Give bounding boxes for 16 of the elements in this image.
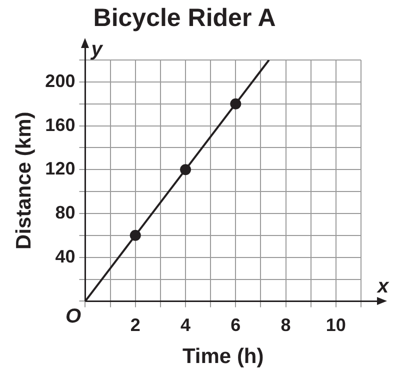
y-tick-label: 160 [45, 114, 76, 135]
annotation: y [90, 38, 104, 61]
x-axis-title: Time (h) [182, 345, 264, 368]
y-tick-label: 120 [45, 158, 76, 179]
x-tick-label: 10 [326, 314, 346, 335]
x-tick-label: 4 [180, 314, 191, 335]
x-tick-label: 2 [130, 314, 140, 335]
text: x [376, 276, 390, 298]
y-tick-label: 80 [55, 202, 76, 222]
x-tick-label: 8 [280, 314, 291, 335]
y-axis-title: Distance (km) [12, 112, 36, 250]
y-tick-label: 200 [45, 70, 76, 91]
text: O [65, 306, 82, 328]
y-tick-label: 40 [55, 246, 76, 266]
x-tick-label: 6 [230, 314, 241, 335]
chart-title: Bicycle Rider A [93, 4, 276, 32]
